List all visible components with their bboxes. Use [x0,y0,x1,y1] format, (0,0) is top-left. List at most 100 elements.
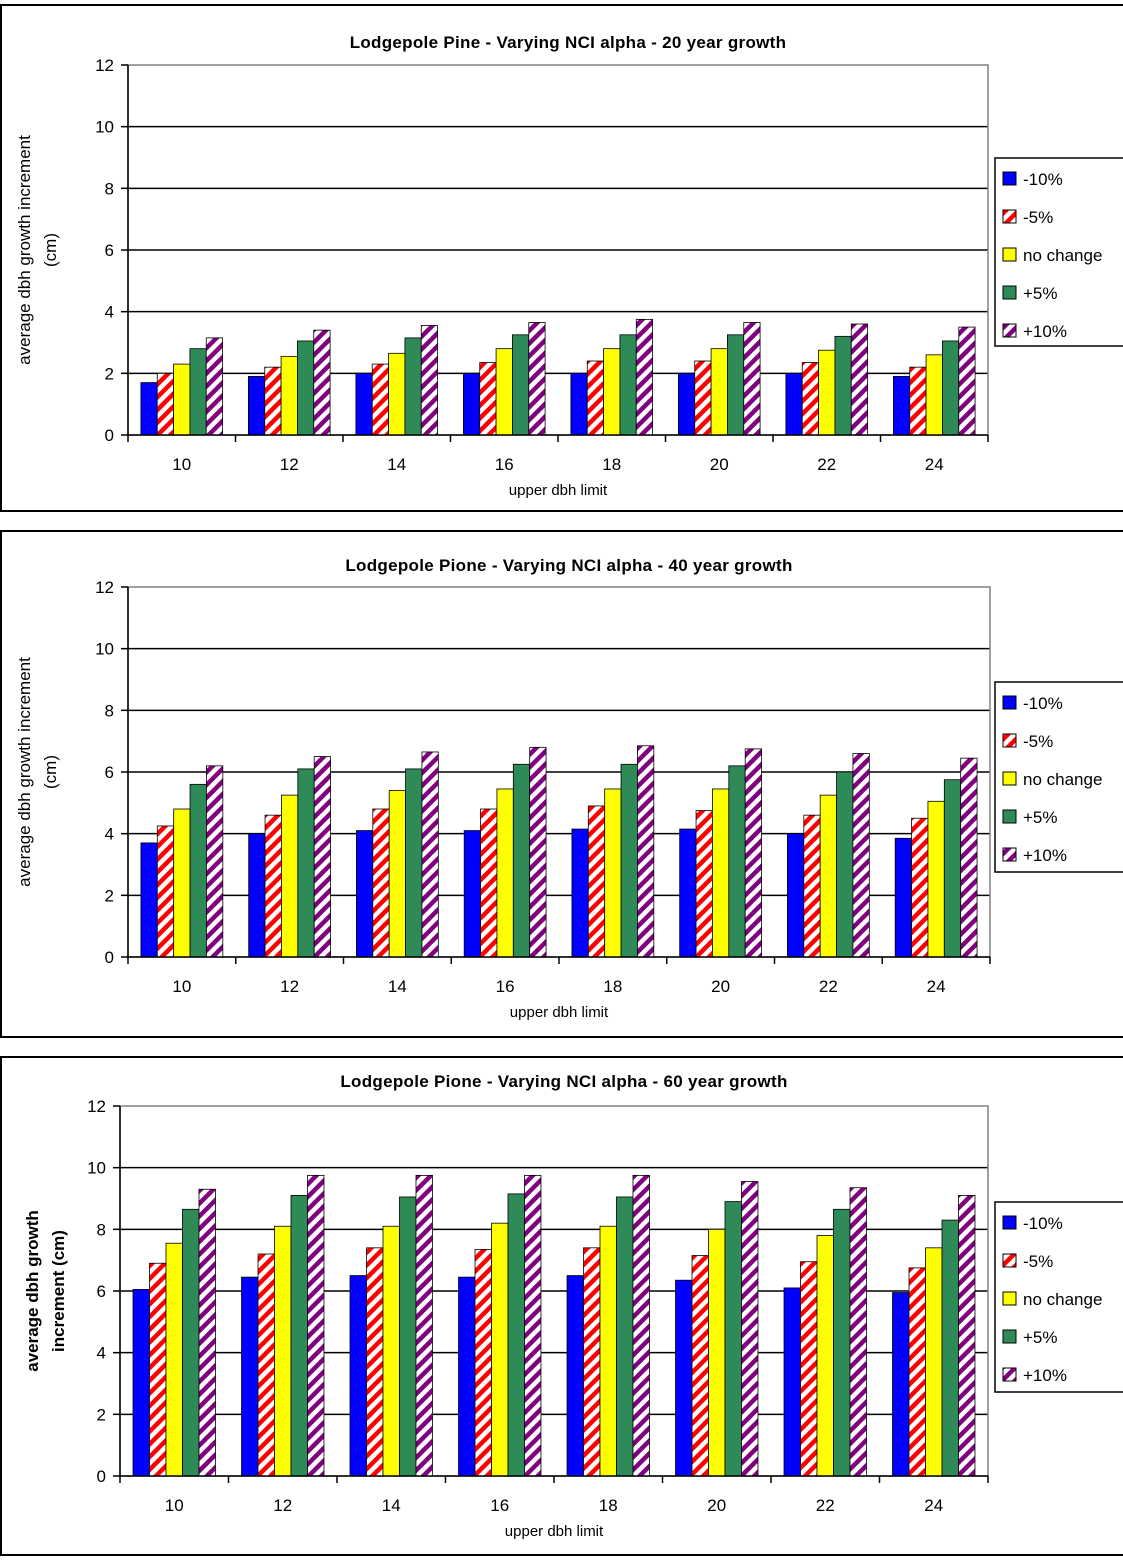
x-tick-label: 10 [172,977,191,996]
bars [140,318,976,436]
legend-swatch [1002,1253,1017,1268]
legend-label: -5% [1023,1252,1053,1271]
bar [892,1292,910,1477]
bar [604,788,622,958]
legend-swatch [1002,695,1017,710]
bar [616,1196,634,1477]
y-tick-label: 2 [105,364,114,383]
bar [819,794,837,958]
legend-label: -10% [1023,170,1063,189]
legend-label: -5% [1023,208,1053,227]
bar [404,337,422,436]
bar [421,751,439,958]
x-tick-label: 20 [710,455,729,474]
bar [382,1225,400,1477]
bar [529,746,547,958]
legend-swatch [1002,847,1017,862]
y-axis-label-line: (cm) [41,755,60,789]
legend-swatch [1002,247,1017,262]
bar [349,1275,367,1477]
bar [290,1195,308,1477]
bar [241,1276,259,1477]
chart-frame [0,530,1123,1038]
bar [710,348,728,436]
bar [206,765,224,958]
chart-title: Lodgepole Pione - Varying NCI alpha - 40… [345,556,792,575]
bar [708,1228,726,1477]
bar [149,1262,167,1477]
legend-label: +10% [1023,322,1067,341]
x-axis-label: upper dbh limit [509,482,608,499]
bar [140,382,158,436]
x-tick-label: 22 [817,455,836,474]
bars [140,745,978,958]
legend-label: +5% [1023,284,1058,303]
bar [264,814,282,958]
y-tick-label: 10 [95,640,114,659]
bar [496,788,514,958]
bar [960,757,978,958]
y-tick-label: 12 [95,578,114,597]
chart-title: Lodgepole Pine - Varying NCI alpha - 20 … [350,33,787,52]
y-tick-label: 0 [105,948,114,967]
bar [173,808,191,958]
bar [894,837,912,958]
bar [803,814,821,958]
bar [635,318,654,436]
bar [942,340,960,436]
x-tick-label: 24 [924,1496,943,1515]
x-tick-label: 14 [387,455,406,474]
y-tick-label: 6 [97,1282,106,1301]
y-tick-label: 2 [105,886,114,905]
y-tick-label: 2 [97,1405,106,1424]
bar [632,1174,650,1477]
bar [586,360,604,436]
legend: -10% -5% no change +5% +10% [994,1201,1123,1393]
x-tick-label: 18 [603,977,622,996]
bar [372,808,390,958]
chart-frame [0,4,1123,512]
bar [479,362,497,436]
bar [420,325,439,436]
y-axis-label: average dbh growth increment (cm) [15,135,60,365]
y-axis-label-line: increment (cm) [49,1230,68,1352]
bar [189,348,207,436]
legend: -10% -5% no change +5% +10% [994,157,1123,347]
y-axis-label-line: average dbh growth [23,1210,42,1372]
bar [205,337,223,436]
y-tick-label: 0 [105,426,114,445]
legend-swatch [1002,1215,1017,1230]
bar [818,349,836,436]
x-tick-label: 22 [819,977,838,996]
bar [694,360,712,436]
bar [356,830,374,958]
chart-svg-60-year: Lodgepole Pione - Varying NCI alpha - 60… [0,1056,1123,1556]
x-axis-label: upper dbh limit [505,1523,604,1540]
legend-label: no change [1023,770,1102,789]
chart-svg-20-year: Lodgepole Pine - Varying NCI alpha - 20 … [0,4,1123,512]
y-axis-label-line: average dbh growth increment [15,657,34,887]
bar [405,768,423,958]
bar [173,363,191,436]
chart-title: Lodgepole Pione - Varying NCI alpha - 60… [340,1072,787,1091]
x-tick-label: 16 [495,455,514,474]
bar [297,340,315,436]
bar [280,355,298,436]
bar [198,1188,216,1477]
bar [958,1195,976,1477]
bar [908,1267,926,1477]
y-tick-label: 4 [97,1344,106,1363]
legend-swatch [1002,171,1017,186]
x-tick-label: 14 [382,1496,401,1515]
legend-label: -10% [1023,1214,1063,1233]
legend-label: no change [1023,246,1102,265]
legend-swatch [1002,1329,1017,1344]
bar [571,828,589,958]
y-tick-label: 0 [97,1467,106,1486]
bar [744,748,762,958]
x-tick-label: 22 [816,1496,835,1515]
bar [728,765,746,958]
bar [491,1222,509,1477]
bar [678,372,696,436]
bar [371,363,389,436]
